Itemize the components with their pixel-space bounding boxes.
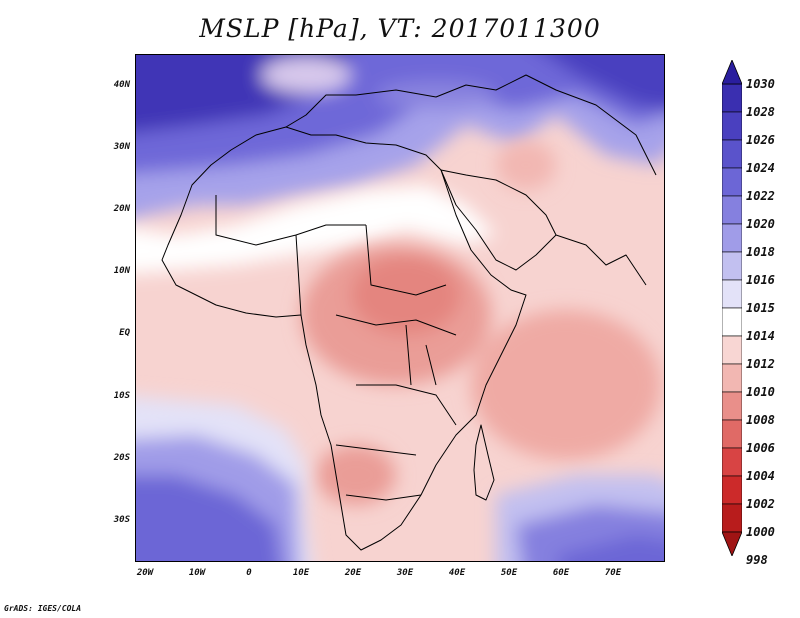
colorbar-level-label: 1030 <box>746 77 775 91</box>
colorbar-level-label: 998 <box>746 553 768 567</box>
colorbar <box>722 60 742 556</box>
lon-tick-label: 10W <box>188 568 206 578</box>
lon-tick-label: 0 <box>246 568 252 578</box>
lat-tick-label: 10N <box>113 266 130 276</box>
credit-text: GrADS: IGES/COLA <box>4 604 82 613</box>
mslp-map <box>135 54 665 562</box>
colorbar-bottom-arrow <box>722 531 742 556</box>
colorbar-level-label: 1022 <box>746 189 775 203</box>
lon-tick-label: 30E <box>396 568 414 578</box>
colorbar-swatch <box>722 475 742 505</box>
colorbar-swatch <box>722 307 742 337</box>
colorbar-level-label: 1010 <box>746 385 775 399</box>
colorbar-swatch <box>722 139 742 169</box>
colorbar-level-label: 1008 <box>746 413 775 427</box>
lat-tick-label: 30S <box>113 515 130 525</box>
lat-tick-label: 10S <box>113 391 130 401</box>
colorbar-swatch <box>722 195 742 225</box>
lat-tick-label: 20S <box>113 453 130 463</box>
lon-tick-label: 20W <box>136 568 154 578</box>
lat-tick-label: 40N <box>113 80 130 90</box>
lon-tick-label: 40E <box>448 568 466 578</box>
lon-tick-label: 20E <box>344 568 362 578</box>
colorbar-level-label: 1006 <box>746 441 775 455</box>
lat-tick-label: 20N <box>113 204 130 214</box>
colorbar-swatch <box>722 279 742 309</box>
lon-tick-label: 70E <box>604 568 622 578</box>
lon-tick-label: 10E <box>292 568 310 578</box>
colorbar-level-label: 1026 <box>746 133 775 147</box>
map-title: MSLP [hPa], VT: 2017011300 <box>199 14 601 43</box>
lon-tick-label: 60E <box>552 568 570 578</box>
colorbar-swatch <box>722 111 742 141</box>
colorbar-swatch <box>722 363 742 393</box>
colorbar-level-label: 1016 <box>746 273 775 287</box>
colorbar-swatch <box>722 167 742 197</box>
colorbar-swatch <box>722 447 742 477</box>
colorbar-level-label: 1002 <box>746 497 775 511</box>
colorbar-level-label: 1004 <box>746 469 775 483</box>
colorbar-swatch <box>722 223 742 253</box>
lon-tick-label: 50E <box>500 568 518 578</box>
lat-tick-label: EQ <box>119 328 130 338</box>
colorbar-level-label: 1012 <box>746 357 775 371</box>
lat-tick-label: 30N <box>113 142 130 152</box>
colorbar-swatch <box>722 503 742 533</box>
colorbar-level-label: 1014 <box>746 329 775 343</box>
colorbar-level-label: 1024 <box>746 161 775 175</box>
colorbar-level-label: 1028 <box>746 105 775 119</box>
mslp-field <box>136 55 664 561</box>
colorbar-level-label: 1015 <box>746 301 775 315</box>
colorbar-swatch <box>722 251 742 281</box>
colorbar-level-label: 1018 <box>746 245 775 259</box>
colorbar-swatch <box>722 419 742 449</box>
colorbar-swatch <box>722 83 742 113</box>
colorbar-swatch <box>722 391 742 421</box>
colorbar-level-label: 1000 <box>746 525 775 539</box>
colorbar-level-label: 1020 <box>746 217 775 231</box>
colorbar-top-arrow <box>722 60 742 85</box>
colorbar-swatch <box>722 335 742 365</box>
